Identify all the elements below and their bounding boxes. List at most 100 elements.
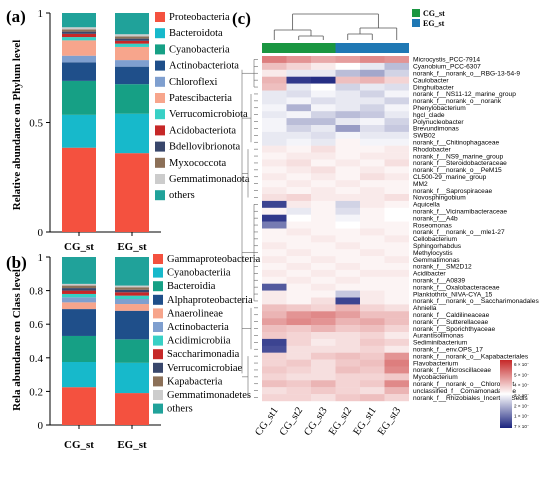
- legend-swatch: [155, 157, 165, 168]
- bar-segment: [62, 387, 96, 425]
- heatmap-cell: [335, 97, 360, 105]
- x-tick-label: CG_st: [64, 439, 94, 451]
- heatmap-cell: [262, 256, 287, 264]
- row-label: CL500-29_marine_group: [413, 174, 487, 181]
- heatmap-cell: [384, 207, 409, 215]
- bar-segment: [62, 285, 96, 289]
- bar-segment: [62, 33, 96, 38]
- heatmap-cell: [262, 152, 287, 160]
- heatmap-cell: [384, 159, 409, 167]
- bar-segment: [62, 80, 96, 115]
- heatmap-cell: [360, 380, 385, 388]
- legend-label: Chloroflexi: [169, 77, 217, 88]
- heatmap-cell: [335, 345, 360, 353]
- row-label: Microcystis_PCC-7914: [413, 57, 480, 64]
- heatmap-cell: [286, 207, 311, 215]
- legend-swatch: [155, 12, 165, 22]
- legend-label: Verrucomicrobiae: [167, 363, 243, 374]
- legend-swatch: [155, 190, 165, 201]
- bar-segment: [62, 114, 96, 148]
- heatmap-cell: [262, 318, 287, 326]
- row-label: norank_f__Steroidobacteraceae: [413, 160, 507, 167]
- heatmap-cell: [262, 125, 287, 133]
- heatmap-cell: [311, 200, 336, 208]
- heatmap-cell: [384, 269, 409, 277]
- heatmap-cell: [360, 187, 385, 195]
- bar-segment: [115, 310, 149, 340]
- bar-segment: [115, 34, 149, 37]
- group-bar-cell: [384, 43, 409, 53]
- heatmap-cell: [335, 194, 360, 202]
- heatmap-cell: [311, 90, 336, 98]
- heatmap-cell: [335, 187, 360, 195]
- legend-swatch: [155, 125, 165, 136]
- row-label: Polynucleobacter: [413, 119, 464, 126]
- bar-segment: [115, 295, 149, 299]
- colorscale-bar: [500, 360, 512, 428]
- row-label: norank_f__Caldilineaceae: [413, 312, 490, 319]
- heatmap-cell: [286, 118, 311, 126]
- heatmap-cell: [384, 214, 409, 222]
- heatmap-cell: [384, 125, 409, 133]
- heatmap-cell: [286, 235, 311, 243]
- heatmap-cell: [286, 276, 311, 284]
- heatmap-cell: [384, 325, 409, 333]
- heatmap-cell: [262, 304, 287, 312]
- legend-swatch: [155, 109, 165, 120]
- row-label: Ahniella: [413, 305, 437, 312]
- heatmap-cell: [286, 214, 311, 222]
- heatmap-cell: [335, 290, 360, 298]
- heatmap-cell: [335, 304, 360, 312]
- heatmap-cell: [384, 138, 409, 146]
- y-axis-title: Relative abundance on Phylum level: [11, 40, 23, 211]
- heatmap-cell: [262, 249, 287, 257]
- heatmap-cell: [335, 366, 360, 374]
- heatmap-cell: [360, 214, 385, 222]
- heatmap-cell: [311, 152, 336, 160]
- heatmap-cell: [286, 297, 311, 305]
- heatmap-cell: [384, 242, 409, 250]
- heatmap-cell: [384, 283, 409, 291]
- y-tick-label: 0.2: [29, 386, 43, 398]
- heatmap-cell: [335, 138, 360, 146]
- bar-segment: [62, 257, 96, 284]
- heatmap-cell: [311, 318, 336, 326]
- row-label: norank_f__norank_o__PeM15: [413, 167, 502, 174]
- heatmap-cell: [360, 311, 385, 319]
- bar-segment: [62, 302, 96, 310]
- heatmap-cell: [311, 104, 336, 112]
- colorscale-tick-label: 7 × 10⁻: [514, 424, 530, 429]
- heatmap-cell: [262, 207, 287, 215]
- heatmap-cell: [311, 138, 336, 146]
- heatmap-cell: [262, 311, 287, 319]
- heatmap-cell: [335, 338, 360, 346]
- heatmap-cell: [360, 125, 385, 133]
- heatmap-cell: [384, 297, 409, 305]
- legend-swatch: [153, 308, 163, 319]
- bar-segment: [62, 288, 96, 291]
- colorscale-tick-label: 5 × 10⁻: [514, 372, 530, 377]
- heatmap-cell: [384, 152, 409, 160]
- heatmap-cell: [360, 325, 385, 333]
- group-bar-cell: [335, 43, 360, 53]
- heatmap-cell: [286, 304, 311, 312]
- heatmap-cell: [311, 159, 336, 167]
- heatmap-cell: [384, 90, 409, 98]
- group-bar-cell: [311, 43, 336, 53]
- row-label: SWB02: [413, 133, 436, 140]
- legend-label: others: [167, 404, 193, 415]
- bar-segment: [62, 55, 96, 63]
- x-tick-label: EG_st: [117, 439, 147, 451]
- heatmap-cell: [384, 221, 409, 229]
- legend-swatch: [155, 44, 165, 55]
- bar-segment: [115, 304, 149, 311]
- heatmap-cell: [335, 152, 360, 160]
- row-label: norank_f__norank_o__mle1-27: [413, 229, 505, 236]
- heatmap-cell: [262, 276, 287, 284]
- heatmap-cell: [286, 263, 311, 271]
- heatmap-cell: [335, 125, 360, 133]
- heatmap-cell: [360, 104, 385, 112]
- heatmap-cell: [286, 394, 311, 402]
- heatmap-cell: [311, 359, 336, 367]
